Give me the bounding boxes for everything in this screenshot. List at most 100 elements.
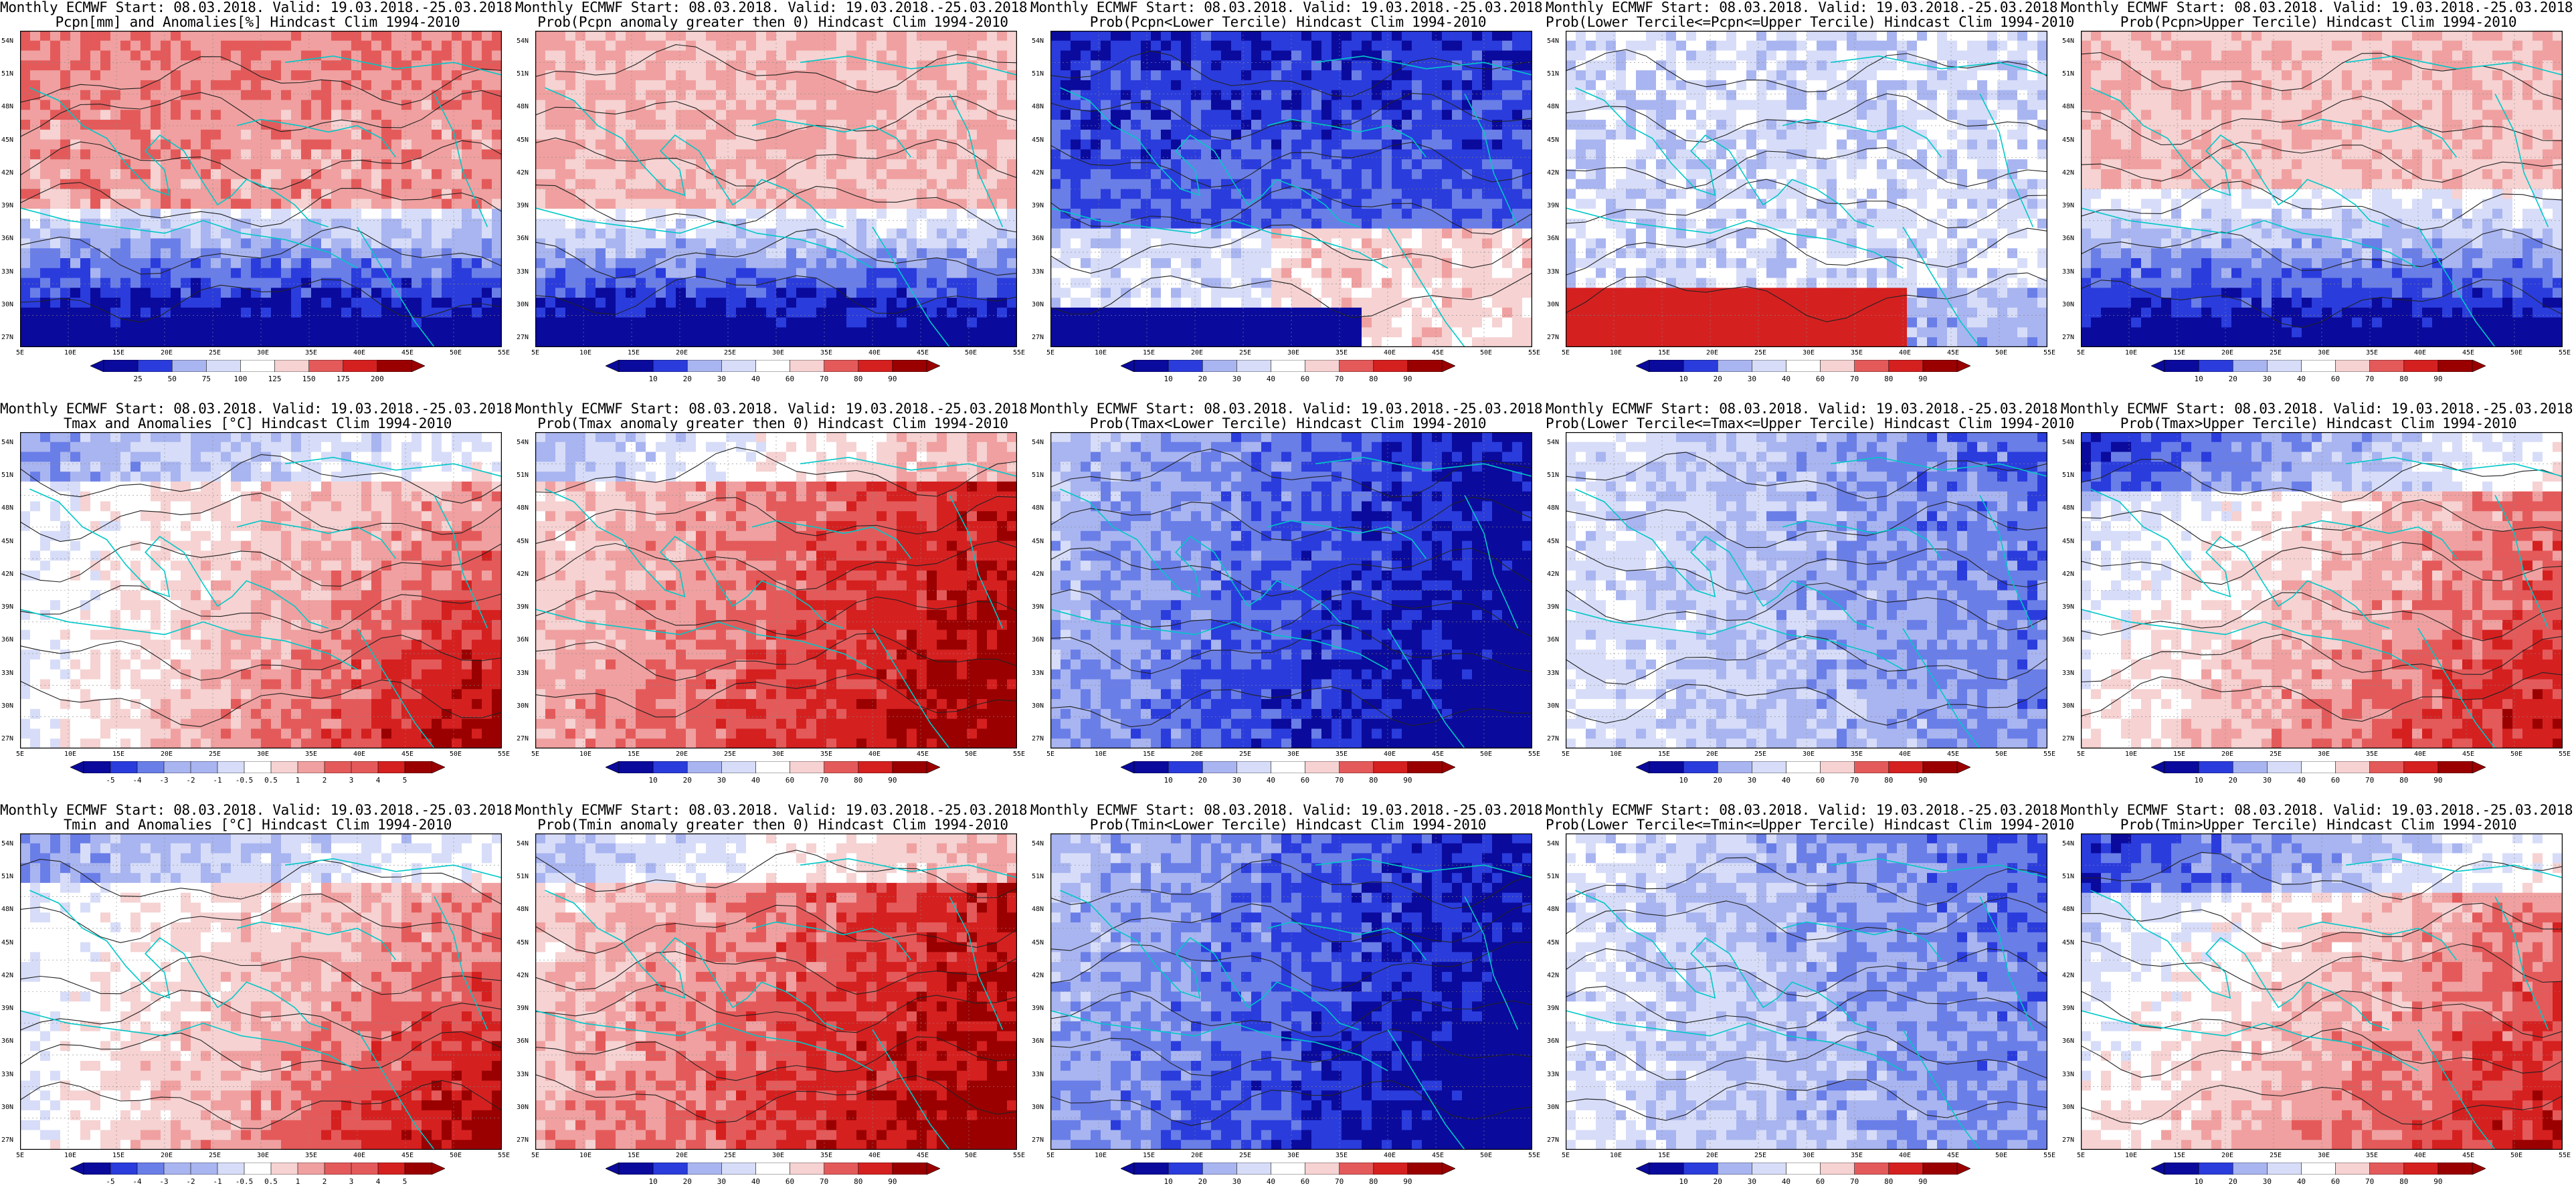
field-cell: [1101, 179, 1111, 190]
field-cell: [311, 199, 322, 209]
field-cell: [1081, 268, 1091, 279]
field-cell: [120, 90, 131, 101]
field-cell: [381, 327, 392, 338]
field-cell: [1291, 149, 1302, 160]
field-cell: [1211, 110, 1222, 120]
field-cell: [1442, 31, 1453, 41]
field-cell: [1382, 268, 1392, 279]
field-cell: [110, 50, 121, 61]
field-cell: [422, 70, 432, 81]
field-cell: [40, 209, 51, 219]
field-cell: [666, 199, 676, 209]
field-cell: [666, 40, 676, 52]
colorbar-swatch: [1407, 360, 1443, 372]
longitude-label: 50E: [450, 349, 462, 357]
field-cell: [251, 60, 262, 71]
field-cell: [796, 317, 807, 328]
field-cell: [1442, 218, 1453, 229]
field-cell: [1061, 179, 1071, 190]
field-cell: [1151, 298, 1162, 308]
field-cell: [1566, 50, 1576, 61]
field-cell: [535, 139, 546, 150]
field-cell: [565, 129, 576, 140]
field-cell: [1362, 40, 1372, 52]
field-cell: [1362, 110, 1372, 120]
field-cell: [1472, 268, 1483, 279]
field-cell: [1706, 60, 1717, 71]
field-cell: [856, 228, 867, 239]
field-cell: [391, 268, 402, 279]
field-cell: [987, 238, 998, 249]
field-cell: [1472, 189, 1483, 199]
field-cell: [897, 80, 907, 91]
latitude-label: 27N: [1032, 334, 1044, 341]
field-cell: [987, 149, 998, 160]
field-cell: [555, 337, 566, 347]
field-cell: [171, 169, 181, 180]
field-cell: [1432, 307, 1443, 318]
field-cell: [1492, 31, 1503, 41]
field-cell: [271, 139, 282, 150]
field-cell: [1362, 139, 1372, 150]
field-cell: [1151, 50, 1162, 61]
field-cell: [846, 307, 857, 318]
field-cell: [656, 110, 666, 120]
field-cell: [351, 129, 362, 140]
field-cell: [575, 209, 586, 219]
field-cell: [666, 50, 676, 61]
field-cell: [585, 90, 596, 101]
field-cell: [151, 248, 161, 259]
field-cell: [575, 50, 586, 61]
field-cell: [1362, 268, 1372, 279]
field-cell: [646, 60, 656, 71]
field-cell: [1221, 238, 1232, 249]
field-cell: [311, 307, 322, 318]
field-cell: [887, 248, 897, 259]
field-cell: [452, 159, 462, 170]
field-cell: [130, 258, 141, 269]
field-cell: [371, 278, 382, 288]
field-cell: [545, 149, 556, 160]
field-cell: [1181, 209, 1192, 219]
field-cell: [696, 199, 707, 209]
field-cell: [482, 218, 492, 229]
field-cell: [967, 248, 978, 259]
field-cell: [1452, 80, 1463, 91]
field-cell: [816, 129, 827, 140]
field-cell: [130, 189, 141, 199]
field-cell: [616, 337, 626, 347]
field-cell: [957, 307, 968, 318]
field-cell: [1311, 258, 1322, 269]
field-cell: [856, 149, 867, 160]
field-cell: [351, 278, 362, 288]
field-cell: [301, 50, 312, 61]
field-cell: [1422, 337, 1433, 347]
field-cell: [462, 248, 472, 259]
field-cell: [1007, 50, 1017, 61]
field-cell: [50, 159, 61, 170]
field-cell: [1161, 288, 1172, 298]
field-cell: [1231, 159, 1242, 170]
field-cell: [1061, 278, 1071, 288]
field-cell: [231, 149, 242, 160]
field-cell: [80, 258, 91, 269]
field-cell: [1151, 129, 1162, 140]
field-cell: [766, 80, 777, 91]
field-cell: [130, 238, 141, 249]
field-cell: [161, 80, 171, 91]
field-cell: [1111, 307, 1121, 318]
field-cell: [311, 159, 322, 170]
field-cell: [1161, 298, 1172, 308]
field-cell: [100, 199, 111, 209]
field-cell: [1131, 268, 1141, 279]
field-cell: [636, 90, 646, 101]
field-cell: [1482, 337, 1493, 347]
field-cell: [957, 337, 968, 347]
field-cell: [1301, 110, 1312, 120]
field-cell: [1492, 337, 1503, 347]
field-cell: [201, 209, 211, 219]
field-cell: [30, 337, 41, 347]
field-cell: [947, 288, 957, 298]
field-cell: [1522, 258, 1532, 269]
field-cell: [756, 327, 767, 338]
